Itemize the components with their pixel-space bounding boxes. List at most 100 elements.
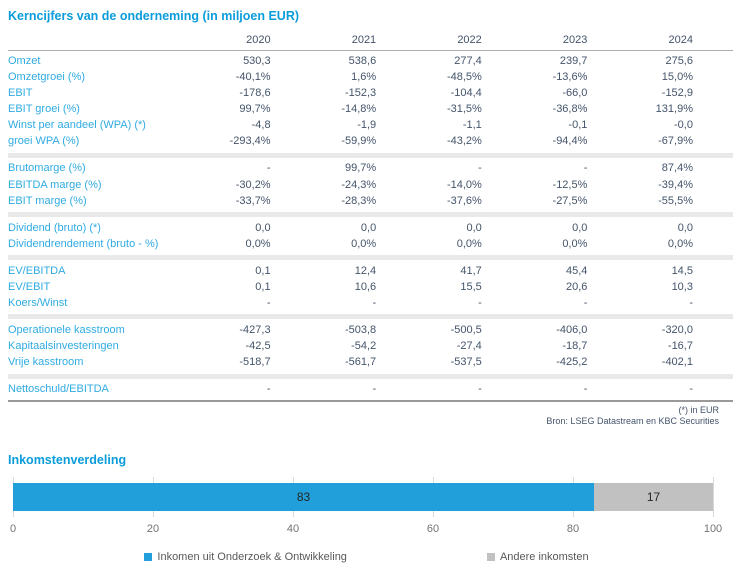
table-row: Vrije kasstroom -518,7 -561,7 -537,5 -425,2 -…	[8, 355, 733, 371]
row-value: 45,4	[565, 264, 588, 277]
bar-segment-other-income: 17	[594, 482, 713, 511]
chart-title: Inkomstenverdeling	[8, 452, 127, 467]
table-row: Dividendrendement (bruto - %) 0,0% 0,0% 0,0…	[8, 236, 733, 252]
row-value: -503,8	[344, 324, 377, 337]
row-label: EV/EBIT	[8, 281, 51, 294]
row-value: 99,7%	[239, 103, 271, 116]
x-tick-label: 80	[566, 522, 580, 535]
row-value: -42,5	[245, 340, 271, 353]
table-row: EBIT marge (%) -33,7% -28,3% -37,6% -27,5% -5…	[8, 193, 733, 209]
row-value: -320,0	[661, 324, 693, 337]
row-value: -4,8	[251, 119, 271, 132]
row-value: 0,0%	[667, 237, 693, 250]
source-note: Bron: LSEG Datastream en KBC Securities	[546, 416, 719, 427]
chart-plot-area: 83 17	[13, 476, 714, 517]
row-value: -55,5%	[658, 194, 693, 207]
bar-segment-rd-income-label: 83	[296, 489, 311, 504]
gridline	[713, 476, 714, 517]
table-row: EBITDA marge (%) -30,2% -24,3% -14,0% -12,5%…	[8, 177, 733, 193]
row-value: -37,6%	[446, 194, 482, 207]
row-value: 0,0	[360, 221, 377, 234]
row-value: -500,5	[450, 324, 482, 337]
table-row: Omzetgroei (%) -40,1% 1,6% -48,5% -13,6% 15,0…	[8, 69, 733, 85]
row-value: -0,0	[674, 119, 693, 132]
row-value: 0,0	[466, 221, 482, 234]
row-value: -54,2	[351, 340, 377, 353]
row-value: -104,4	[450, 87, 482, 100]
row-label: EBIT marge (%)	[8, 194, 87, 207]
table-row: EBIT -178,6 -152,3 -104,4 -66,0 -152,9	[8, 85, 733, 101]
row-value: -12,5%	[552, 178, 588, 191]
table-row: Brutomarge (%) - 99,7% - - 87,4%	[8, 161, 733, 177]
row-value: -	[689, 297, 693, 310]
row-value: 15,0%	[661, 70, 693, 83]
row-value: -561,7	[344, 356, 377, 369]
stacked-bar: 83 17	[13, 482, 713, 511]
row-value: -	[478, 297, 482, 310]
x-tick-label: 20	[146, 522, 160, 535]
year-header-cell: 2022	[457, 33, 482, 46]
year-header-cell: 2024	[668, 33, 693, 46]
row-value: -67,9%	[658, 135, 693, 148]
row-value: -537,5	[450, 356, 482, 369]
key-figures-table: 2020 2021 2022 2023 2024 Omzet 530,3 538,6 277,…	[8, 32, 733, 402]
row-value: -	[583, 297, 588, 310]
row-value: -	[478, 162, 482, 175]
row-value: 0,0	[572, 221, 588, 234]
table-row: groei WPA (%) -293,4% -59,9% -43,2% -94,4% -6…	[8, 134, 733, 150]
legend-label: Andere inkomsten	[499, 550, 589, 563]
table-row: Operationele kasstroom -427,3 -503,8 -500,5…	[8, 322, 733, 338]
row-label: Kapitaalsinvesteringen	[8, 340, 119, 353]
table-body: Omzet 530,3 538,6 277,4 239,7 275,6 Omzetgroei…	[8, 51, 733, 400]
year-header-cell: 2023	[562, 33, 588, 46]
row-label: Winst per aandeel (WPA) (*)	[8, 119, 146, 132]
row-value: -293,4%	[229, 135, 271, 148]
row-value: 10,6	[354, 281, 377, 294]
row-value: 530,3	[243, 54, 271, 67]
legend-label: Inkomen uit Onderzoek & Ontwikkeling	[157, 550, 347, 563]
row-value: 0,1	[255, 264, 271, 277]
row-value: -152,3	[344, 87, 377, 100]
section-separator	[8, 255, 733, 261]
row-label: EBIT groei (%)	[8, 103, 80, 116]
row-value: -1,9	[357, 119, 377, 132]
table-row: Nettoschuld/EBITDA - - - - -	[8, 382, 733, 398]
row-value: 538,6	[348, 54, 377, 67]
x-tick-label: 40	[286, 522, 300, 535]
row-value: -	[583, 383, 588, 396]
x-axis: 0 20 40 60 80 100	[10, 522, 722, 538]
row-value: -178,6	[239, 87, 271, 100]
legend-item: Andere inkomsten	[486, 550, 589, 563]
row-value: -402,1	[661, 356, 693, 369]
row-value: -40,1%	[235, 70, 271, 83]
row-value: -30,2%	[235, 178, 271, 191]
row-value: 0,0%	[351, 237, 377, 250]
row-value: 277,4	[454, 54, 482, 67]
row-value: 10,3	[671, 281, 693, 294]
row-value: -425,2	[556, 356, 588, 369]
row-value: -	[266, 383, 271, 396]
row-value: -14,8%	[341, 103, 377, 116]
row-label: Dividendrendement (bruto - %)	[8, 237, 159, 250]
row-value: 1,6%	[351, 70, 377, 83]
table-row: Koers/Winst - - - - -	[8, 295, 733, 311]
row-label: EBIT	[8, 87, 33, 100]
row-label: Omzetgroei (%)	[8, 70, 86, 83]
row-value: -66,0	[562, 87, 588, 100]
row-label: Vrije kasstroom	[8, 356, 84, 369]
row-value: 87,4%	[661, 162, 693, 175]
row-value: -18,7	[562, 340, 588, 353]
row-value: -39,4%	[658, 178, 693, 191]
legend-swatch	[486, 552, 495, 561]
row-value: 275,6	[665, 54, 693, 67]
row-label: EBITDA marge (%)	[8, 178, 102, 191]
row-label: Brutomarge (%)	[8, 162, 86, 175]
row-label: EV/EBITDA	[8, 264, 66, 277]
row-label: groei WPA (%)	[8, 135, 80, 148]
row-label: Operationele kasstroom	[8, 324, 125, 337]
table-row: Winst per aandeel (WPA) (*) -4,8 -1,9 -1,1 -…	[8, 117, 733, 133]
row-value: 0,0	[677, 221, 693, 234]
row-label: Nettoschuld/EBITDA	[8, 383, 109, 396]
row-value: -94,4%	[552, 135, 588, 148]
row-value: 0,0%	[562, 237, 588, 250]
